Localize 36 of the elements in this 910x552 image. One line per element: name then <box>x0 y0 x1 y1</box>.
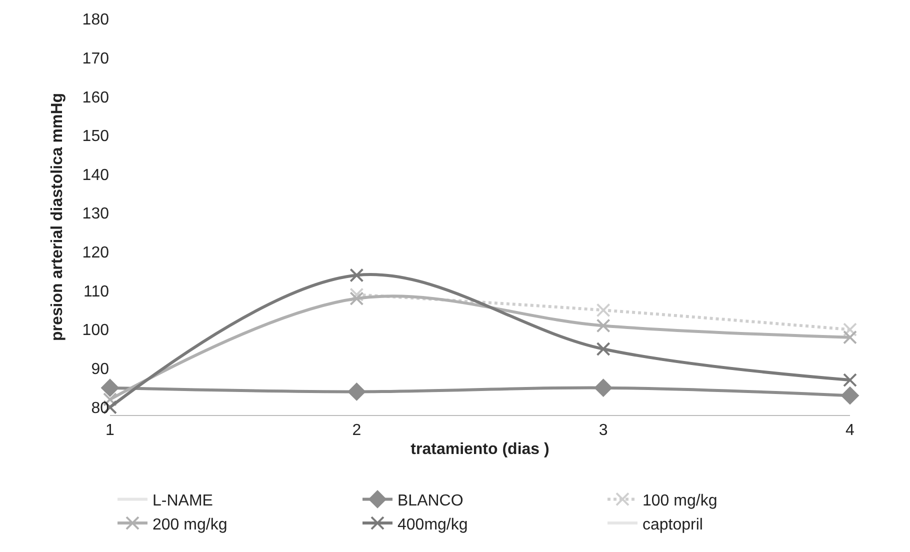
y-tick-label: 80 <box>91 400 110 417</box>
y-tick-label: 120 <box>82 244 110 262</box>
y-tick-label: 160 <box>82 89 110 106</box>
point <box>596 342 610 356</box>
x-axis-title: tratamiento (dias ) <box>410 440 550 458</box>
legend-label: 400mg/kg <box>398 516 468 534</box>
point <box>350 268 364 282</box>
y-tick-label: 90 <box>91 361 110 378</box>
y-tick-label: 150 <box>82 128 110 146</box>
point <box>350 292 364 306</box>
point <box>843 373 857 388</box>
x-tick-label: 4 <box>846 422 855 440</box>
legend-label: 200 mg/kg <box>152 516 228 534</box>
y-tick-label: 100 <box>82 322 110 340</box>
y-tick-label: 180 <box>82 12 110 29</box>
point <box>348 382 366 401</box>
y-tick-label: 130 <box>82 206 110 223</box>
point <box>841 386 859 404</box>
y-axis-title: presion arterial diastolica mmHg <box>49 92 66 342</box>
y-tick-label: 170 <box>82 50 110 68</box>
y-tick-label: 140 <box>82 166 110 184</box>
legend-label: 100 mg/kg <box>642 492 718 510</box>
y-tick-label: 110 <box>83 283 110 300</box>
point <box>843 330 857 344</box>
point <box>843 322 857 337</box>
point <box>101 379 119 397</box>
point <box>594 379 612 397</box>
x-tick-label: 2 <box>352 422 362 440</box>
point <box>596 303 610 318</box>
legend-label: BLANCO <box>398 492 464 510</box>
point <box>596 318 610 333</box>
point <box>350 288 364 302</box>
x-tick-label: 3 <box>598 422 608 440</box>
legend-label: L-NAME <box>152 492 213 510</box>
legend-label: captopril <box>642 516 703 534</box>
x-tick-label: 1 <box>106 422 115 440</box>
